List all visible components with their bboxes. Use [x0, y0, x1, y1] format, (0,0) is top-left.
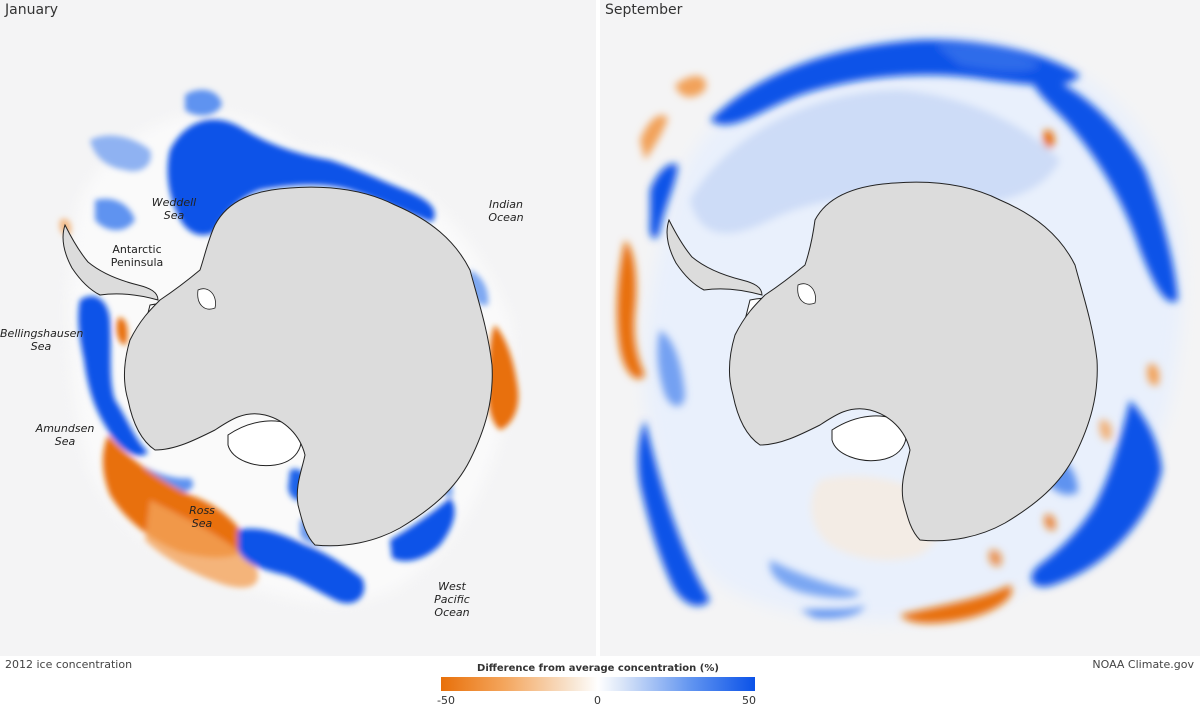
- ross-ice-shelf: [227, 420, 302, 467]
- antarctic-peninsula: [62, 223, 159, 301]
- legend-color-bar: [441, 677, 755, 691]
- legend-tick-max: 50: [742, 694, 756, 707]
- september-ice-map: [617, 34, 1183, 624]
- ross-ice-shelf: [831, 415, 907, 462]
- legend-tick-min: -50: [437, 694, 455, 707]
- credit: NOAA Climate.gov: [1092, 658, 1194, 671]
- label-ross-sea: Ross Sea: [189, 504, 215, 530]
- legend-tick-zero: 0: [594, 694, 601, 707]
- map-panel-january: January Weddell Sea Indian Ocean Antarctic…: [0, 0, 596, 656]
- label-antarctic-peninsula: Antarctic Peninsula: [110, 243, 164, 269]
- label-bellingshausen-sea: Bellingshausen Sea: [0, 327, 84, 353]
- label-weddell-sea: Weddell Sea: [151, 196, 197, 222]
- september-anomaly-field: [617, 39, 1178, 624]
- antarctic-peninsula: [666, 218, 763, 296]
- antarctica-landmass: [728, 181, 1098, 542]
- legend-title: Difference from average concentration (%…: [477, 663, 719, 674]
- label-west-pacific-ocean: West Pacific Ocean: [434, 580, 470, 619]
- label-amundsen-sea: Amundsen Sea: [35, 422, 95, 448]
- panel-title-september: September: [605, 2, 683, 18]
- footer: 2012 ice concentration Difference from a…: [0, 656, 1200, 708]
- panel-title-january: January: [5, 2, 59, 18]
- map-caption: 2012 ice concentration: [5, 658, 133, 671]
- antarctica-landmass: [123, 186, 493, 547]
- map-panel-september: September: [600, 0, 1200, 656]
- label-indian-ocean: Indian Ocean: [488, 198, 524, 224]
- january-ice-map: [59, 89, 519, 604]
